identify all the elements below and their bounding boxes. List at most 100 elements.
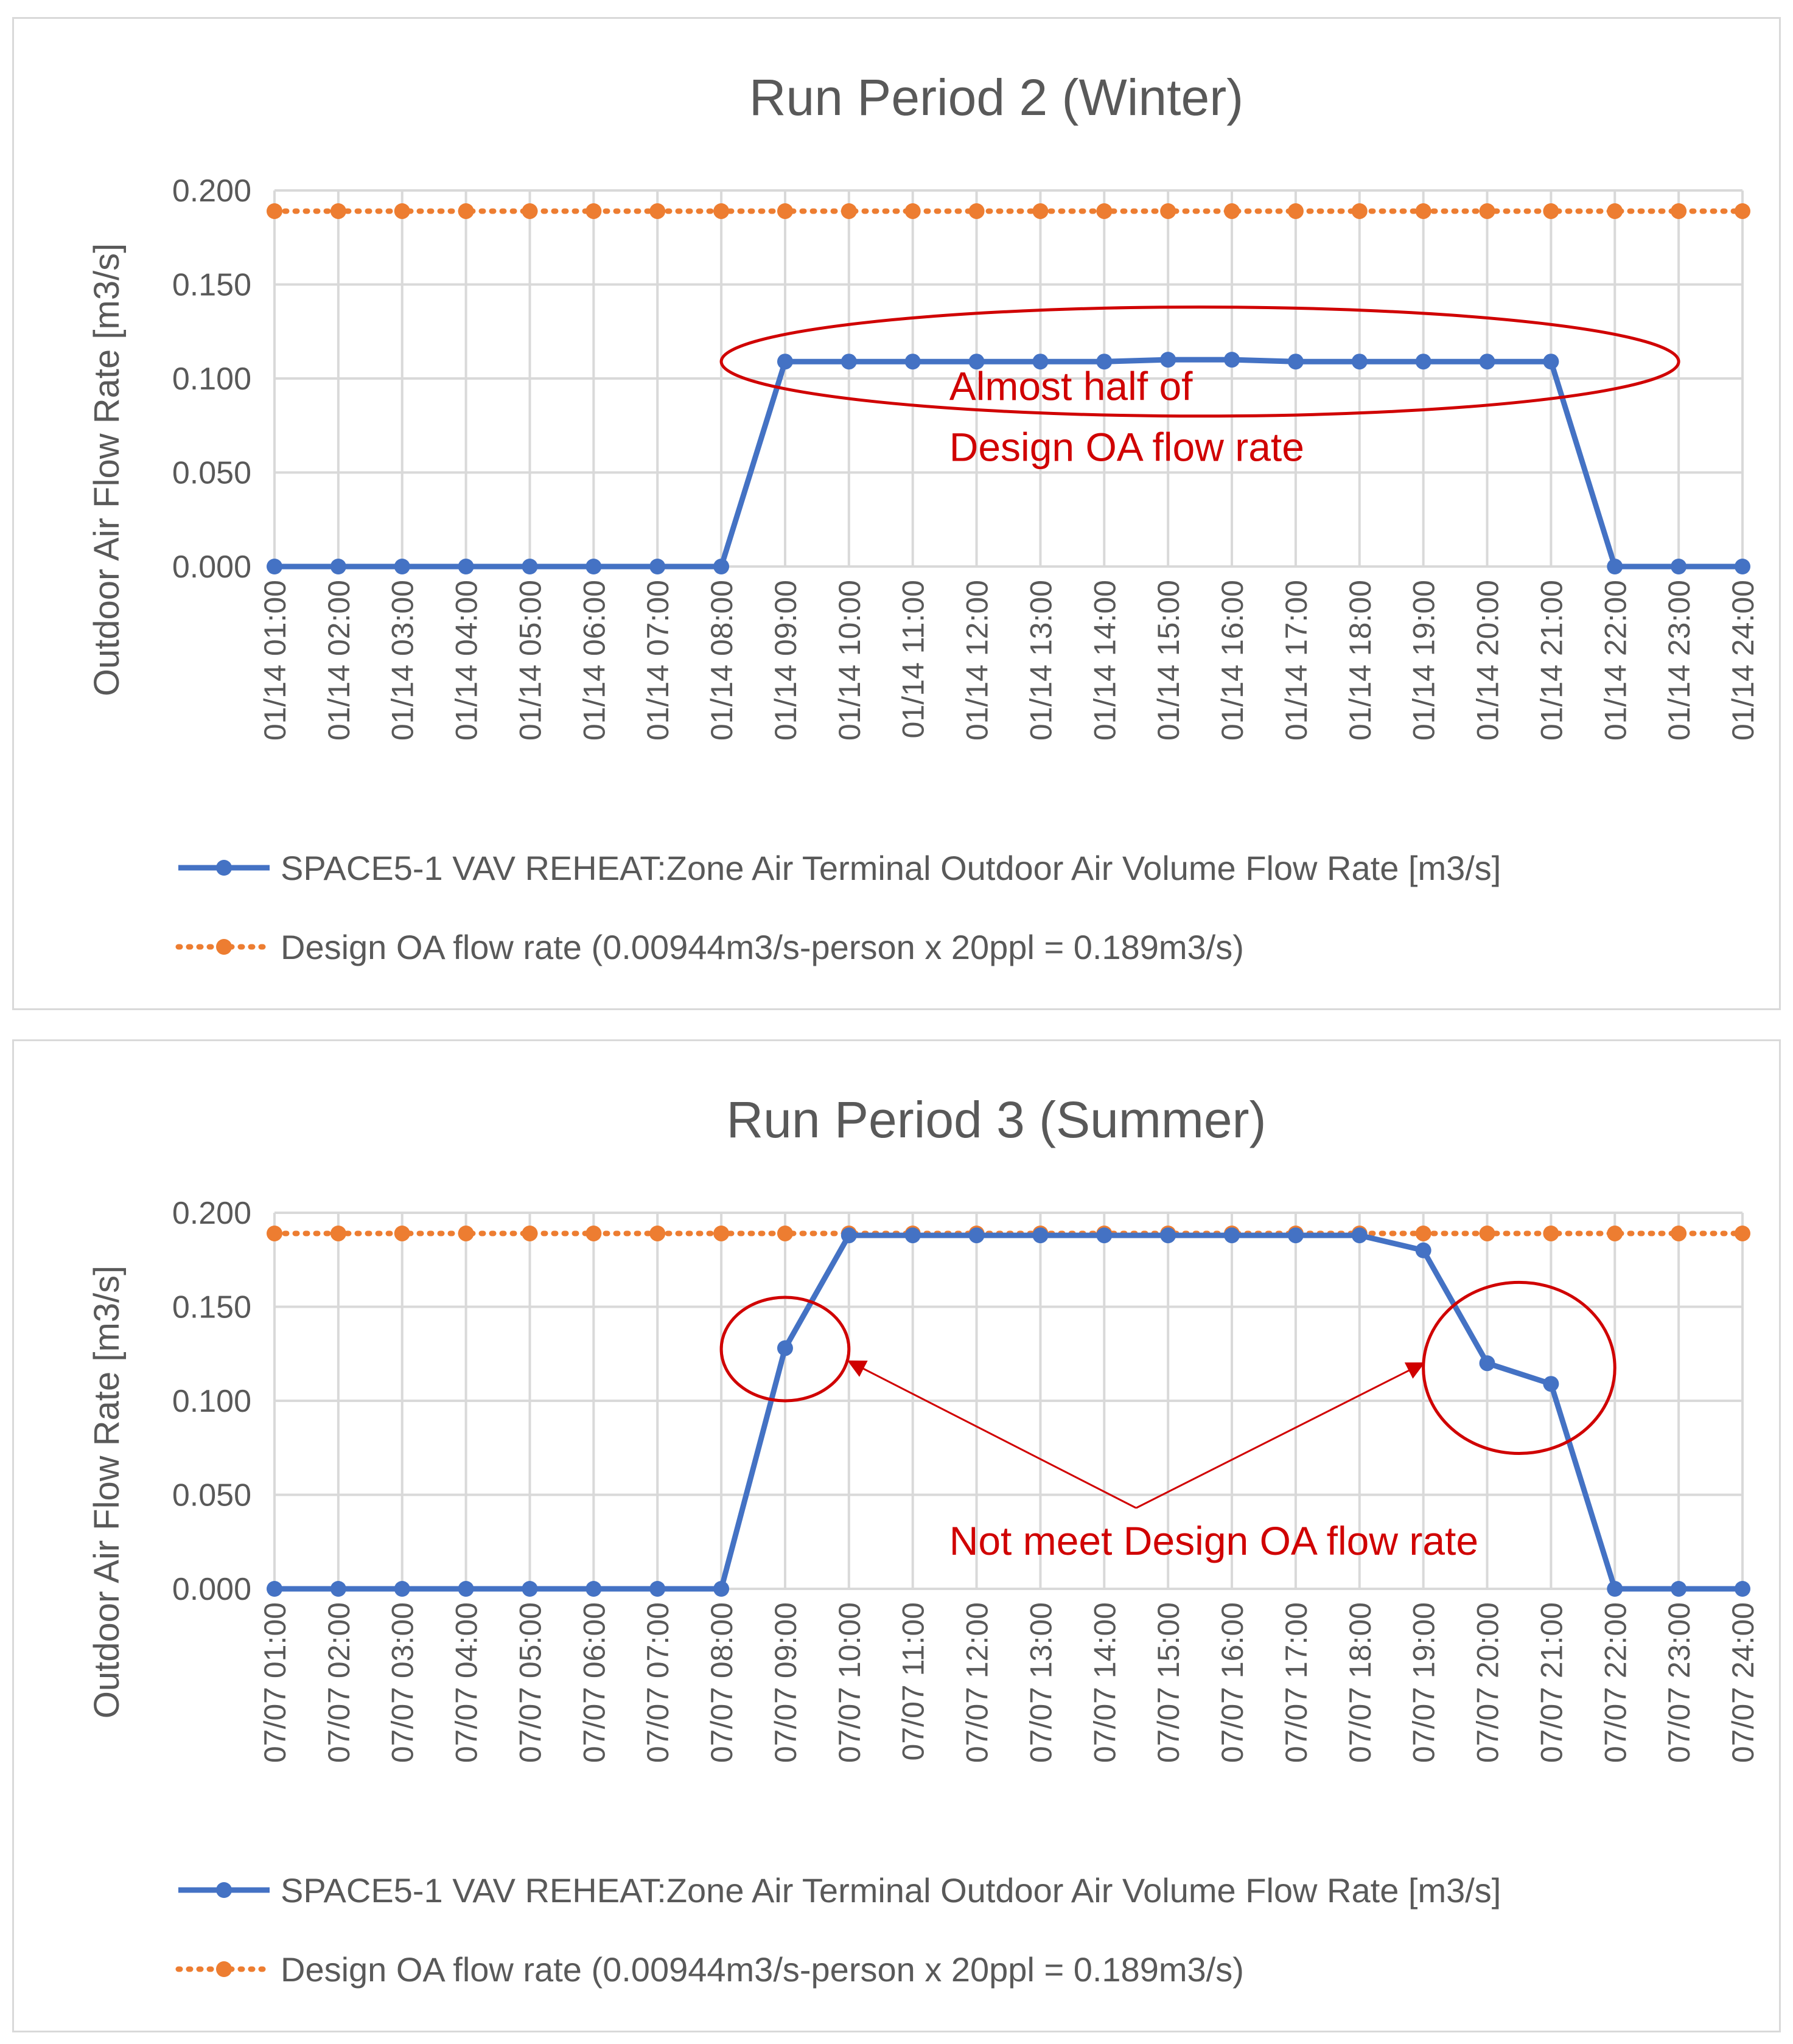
data-point bbox=[649, 1225, 666, 1241]
x-tick-label: 07/07 09:00 bbox=[769, 1602, 803, 1763]
data-point bbox=[1032, 1227, 1049, 1244]
data-point bbox=[1479, 203, 1495, 219]
x-tick-label: 01/14 04:00 bbox=[450, 580, 484, 741]
data-point bbox=[1671, 203, 1687, 219]
legend-swatch-marker-0 bbox=[216, 860, 232, 876]
data-point bbox=[1351, 1227, 1368, 1244]
data-point bbox=[522, 1581, 538, 1597]
legend-swatch-marker-0 bbox=[216, 1882, 232, 1898]
chart-winter: Run Period 2 (Winter) Outdoor Air Flow Ra… bbox=[87, 69, 1760, 966]
data-point bbox=[522, 1225, 538, 1241]
x-tick-label: 07/07 16:00 bbox=[1215, 1602, 1250, 1763]
data-point bbox=[1287, 1227, 1304, 1244]
data-point bbox=[458, 559, 474, 574]
data-point bbox=[904, 203, 921, 219]
data-point bbox=[1479, 354, 1495, 370]
x-tick-label: 01/14 08:00 bbox=[705, 580, 739, 741]
data-point bbox=[1351, 354, 1368, 370]
annotation-arrow bbox=[1136, 1362, 1425, 1509]
data-point bbox=[713, 1225, 730, 1241]
y-tick-label: 0.000 bbox=[172, 1572, 251, 1607]
x-tick-label: 07/07 03:00 bbox=[386, 1602, 420, 1763]
data-point bbox=[1671, 559, 1687, 574]
annotation-text: Not meet Design OA flow rate bbox=[949, 1518, 1478, 1563]
data-point bbox=[458, 203, 474, 219]
x-tick-label: 01/14 17:00 bbox=[1279, 580, 1313, 741]
x-tick-label: 01/14 14:00 bbox=[1088, 580, 1122, 741]
y-tick-label: 0.050 bbox=[172, 456, 251, 491]
data-point bbox=[649, 203, 666, 219]
data-point bbox=[968, 1227, 985, 1244]
x-tick-label: 07/07 12:00 bbox=[960, 1602, 994, 1763]
x-tick-label: 01/14 22:00 bbox=[1598, 580, 1632, 741]
x-tick-label: 01/14 12:00 bbox=[960, 580, 994, 741]
data-point bbox=[585, 1225, 602, 1241]
data-point bbox=[1096, 1227, 1113, 1244]
x-tick-label: 07/07 24:00 bbox=[1726, 1602, 1760, 1763]
y-tick-label: 0.200 bbox=[172, 1196, 251, 1231]
x-tick-label: 01/14 11:00 bbox=[896, 580, 931, 738]
data-point bbox=[1160, 203, 1176, 219]
x-tick-label: 01/14 03:00 bbox=[386, 580, 420, 741]
y-tick-label: 0.200 bbox=[172, 173, 251, 209]
data-point bbox=[1543, 1225, 1559, 1241]
legend-label: Design OA flow rate (0.00944m3/s-person … bbox=[281, 1950, 1244, 1989]
chart-title: Run Period 3 (Summer) bbox=[727, 1091, 1267, 1148]
x-tick-label: 01/14 23:00 bbox=[1662, 580, 1696, 741]
annotation-arrow bbox=[847, 1360, 1137, 1509]
x-tick-label: 07/07 20:00 bbox=[1471, 1602, 1505, 1763]
data-point bbox=[1224, 1227, 1240, 1244]
data-point bbox=[777, 203, 793, 219]
x-tick-label: 01/14 09:00 bbox=[769, 580, 803, 741]
data-point bbox=[1607, 1225, 1623, 1241]
x-tick-label: 01/14 15:00 bbox=[1152, 580, 1186, 741]
data-point bbox=[1543, 1376, 1559, 1392]
x-tick-label: 07/07 10:00 bbox=[833, 1602, 867, 1763]
x-tick-label: 01/14 10:00 bbox=[833, 580, 867, 741]
data-point bbox=[458, 1225, 474, 1241]
data-point bbox=[1671, 1225, 1687, 1241]
data-point bbox=[1287, 203, 1304, 219]
data-point bbox=[267, 203, 282, 219]
x-tick-label: 07/07 06:00 bbox=[577, 1602, 611, 1763]
data-point bbox=[1160, 1227, 1176, 1244]
data-point bbox=[1224, 203, 1240, 219]
x-tick-label: 07/07 01:00 bbox=[258, 1602, 292, 1763]
annotation-ellipse bbox=[1422, 1280, 1616, 1456]
data-point bbox=[968, 354, 985, 370]
x-tick-label: 07/07 05:00 bbox=[513, 1602, 547, 1763]
y-axis-label: Outdoor Air Flow Rate [m3/s] bbox=[87, 1266, 127, 1719]
y-tick-label: 0.150 bbox=[172, 268, 251, 303]
data-point bbox=[1479, 1225, 1495, 1241]
x-tick-label: 07/07 22:00 bbox=[1598, 1602, 1632, 1763]
data-point bbox=[777, 1225, 793, 1241]
data-point bbox=[1735, 1225, 1750, 1241]
data-point bbox=[1415, 203, 1431, 219]
data-point bbox=[1415, 1242, 1431, 1258]
data-point bbox=[1415, 1225, 1431, 1241]
data-point bbox=[1224, 352, 1240, 368]
data-point bbox=[1287, 354, 1304, 370]
data-point bbox=[1543, 203, 1559, 219]
data-point bbox=[1032, 354, 1049, 370]
data-point bbox=[841, 1227, 857, 1244]
legend-label: SPACE5-1 VAV REHEAT:Zone Air Terminal Ou… bbox=[281, 1871, 1501, 1910]
x-tick-label: 01/14 06:00 bbox=[577, 580, 611, 741]
x-tick-label: 01/14 05:00 bbox=[513, 580, 547, 741]
data-point bbox=[649, 1581, 666, 1597]
data-point bbox=[394, 559, 410, 574]
x-tick-label: 01/14 13:00 bbox=[1024, 580, 1058, 741]
data-point bbox=[713, 1581, 730, 1597]
y-tick-label: 0.100 bbox=[172, 361, 251, 397]
data-point bbox=[777, 1340, 793, 1356]
x-tick-label: 07/07 21:00 bbox=[1534, 1602, 1568, 1763]
data-point bbox=[1415, 354, 1431, 370]
data-point bbox=[1160, 352, 1176, 368]
legend-swatch-marker-1 bbox=[216, 939, 232, 955]
legend-label: SPACE5-1 VAV REHEAT:Zone Air Terminal Ou… bbox=[281, 849, 1501, 887]
data-point bbox=[585, 203, 602, 219]
x-tick-label: 07/07 19:00 bbox=[1407, 1602, 1441, 1763]
x-tick-label: 07/07 15:00 bbox=[1152, 1602, 1186, 1763]
data-point bbox=[904, 354, 921, 370]
data-point bbox=[904, 1227, 921, 1244]
